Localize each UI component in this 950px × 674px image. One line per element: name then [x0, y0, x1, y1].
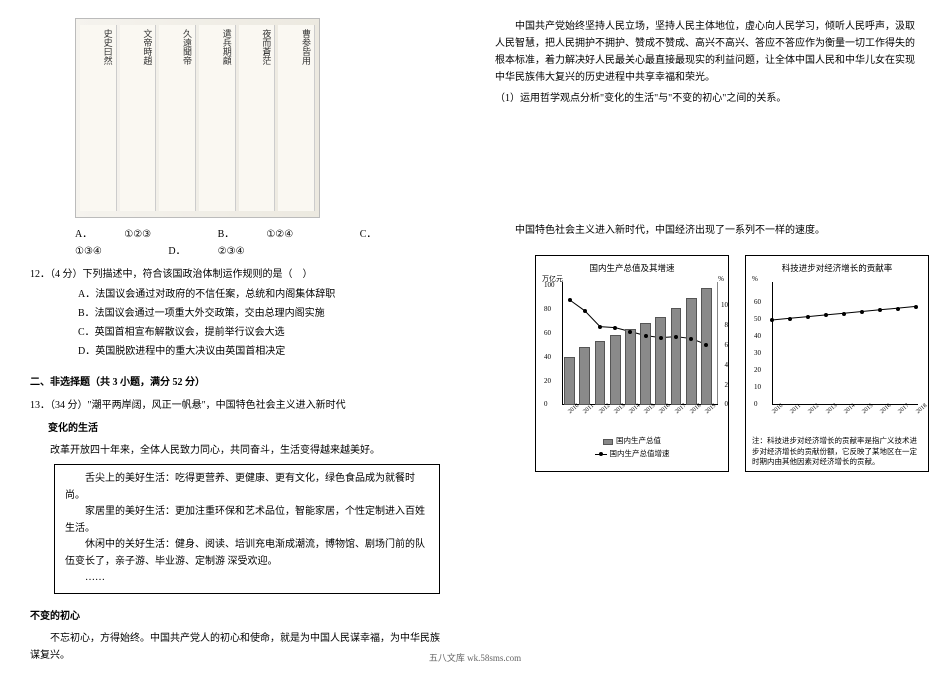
q12-opt-c: C．英国首相宣布解散议会，提前举行议会大选: [30, 324, 440, 341]
option-a: A．①②③: [75, 229, 183, 240]
chart2-canvas: % 01020304050602010201120122013201420152…: [752, 278, 922, 433]
chart1-box: 国内生产总值及其增速 万亿元 % 02040608010002468102010…: [535, 255, 729, 472]
chart2-unit-left: %: [752, 274, 758, 286]
historical-text-image: 史史曰然 文帝時趙 久遠聞帝 遣兵期顧 夜而蒼茫 曹参皆用: [75, 18, 320, 218]
chart2-yaxis: [772, 282, 773, 405]
legend-bar-swatch: [603, 439, 613, 445]
right-column: 中国共产党始终坚持人民立场，坚持人民主体地位，虚心向人民学习，倾听人民呼声，汲取…: [495, 18, 915, 664]
box-line: ……: [65, 570, 429, 587]
option-d: D．②③④: [168, 246, 276, 257]
sub1-title: 变化的生活: [48, 420, 440, 437]
box-line: 家居里的美好生活：更加注重环保和艺术品位，智能家居，个性定制进入百姓生活。: [65, 504, 429, 537]
chart1-yaxis: [562, 282, 563, 405]
q12-opt-b: B．法国议会通过一项重大外交政策，交由总理内阁实施: [30, 305, 440, 322]
sub2-title: 不变的初心: [30, 608, 440, 625]
chart2-box: 科技进步对经济增长的贡献率 % 010203040506020102011201…: [745, 255, 929, 472]
chart1-canvas: 万亿元 % 0204060801000246810201020112012201…: [542, 278, 722, 433]
legend-line-label: 国内生产总值增速: [610, 449, 670, 458]
charts-row: 国内生产总值及其增速 万亿元 % 02040608010002468102010…: [535, 255, 915, 472]
footer: 五八文库 wk.58sms.com: [0, 651, 950, 664]
legend-bar-label: 国内生产总值: [616, 436, 661, 445]
q12-opt-a: A．法国议会通过对政府的不信任案，总统和内阁集体辞职: [30, 286, 440, 303]
section-2-title: 二、非选择题（共 3 小题，满分 52 分）: [30, 374, 440, 391]
mc-options-row: A．①②③ B．①②④ C．①③④ D．②③④: [30, 226, 440, 260]
option-b: B．①②④: [218, 229, 326, 240]
chart1-title: 国内生产总值及其增速: [542, 261, 722, 275]
mid-line: 中国特色社会主义进入新时代，中国经济出现了一系列不一样的速度。: [495, 222, 915, 239]
q12-opt-d: D．英国脱欧进程中的重大决议由英国首相决定: [30, 343, 440, 360]
box-line: 舌尖上的美好生活：吃得更营养、更健康、更有文化，绿色食品成为就餐时尚。: [65, 471, 429, 504]
vstrip: 史史曰然: [80, 25, 117, 211]
vstrip: 久遠聞帝: [159, 25, 196, 211]
sub1-line: 改革开放四十年来，全体人民致力同心，共同奋斗，生活变得越来越美好。: [30, 442, 440, 459]
right-paragraph: 中国共产党始终坚持人民立场，坚持人民主体地位，虚心向人民学习，倾听人民呼声，汲取…: [495, 18, 915, 86]
legend-line-swatch: [595, 454, 607, 455]
chart2-caption: 注：科技进步对经济增长的贡献率是指广义技术进步对经济增长的贡献份额，它反映了某地…: [752, 436, 922, 466]
chart1-legend: 国内生产总值 国内生产总值增速: [542, 435, 722, 461]
q13-stem: 13．（34 分）"潮平两岸阔，风正一帆悬"，中国特色社会主义进入新时代: [30, 397, 440, 414]
vstrip: 夜而蒼茫: [239, 25, 276, 211]
box-line: 休闲中的关好生活：健身、阅读、培训充电渐成潮流，博物馆、剧场门前的队伍变长了，亲…: [65, 537, 429, 570]
question-1: （1）运用哲学观点分析"变化的生活"与"不变的初心"之间的关系。: [495, 90, 915, 107]
q12-stem: 12．（4 分）下列描述中，符合该国政治体制运作规则的是（ ）: [30, 266, 440, 283]
lifestyle-box: 舌尖上的美好生活：吃得更营养、更健康、更有文化，绿色食品成为就餐时尚。 家居里的…: [54, 464, 440, 594]
chart2-title: 科技进步对经济增长的贡献率: [752, 261, 922, 275]
chart1-unit-right: %: [718, 274, 724, 286]
vstrip: 遣兵期顧: [199, 25, 236, 211]
vstrip: 文帝時趙: [120, 25, 157, 211]
vstrip: 曹参皆用: [278, 25, 315, 211]
left-column: 史史曰然 文帝時趙 久遠聞帝 遣兵期顧 夜而蒼茫 曹参皆用 A．①②③ B．①②…: [30, 18, 440, 664]
